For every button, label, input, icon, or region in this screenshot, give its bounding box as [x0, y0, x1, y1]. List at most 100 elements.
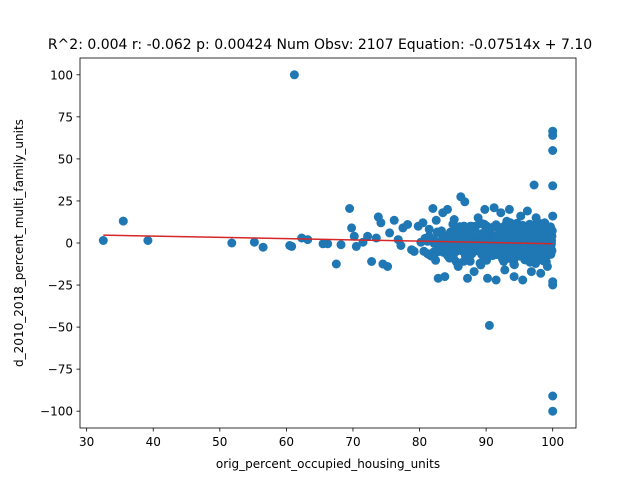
data-point	[476, 260, 486, 270]
data-point	[548, 130, 558, 140]
data-point	[509, 272, 519, 282]
data-point	[548, 211, 558, 221]
data-point	[500, 265, 510, 275]
data-point	[445, 253, 454, 263]
data-point	[473, 213, 483, 223]
data-point	[512, 244, 522, 254]
data-point	[480, 204, 490, 214]
x-tick-label: 30	[79, 435, 94, 449]
data-point	[486, 250, 496, 260]
data-point	[548, 181, 558, 191]
data-point	[363, 231, 373, 241]
data-point	[424, 224, 434, 234]
data-point	[492, 243, 502, 253]
data-point	[258, 242, 268, 252]
y-axis-label: d_2010_2018_percent_multi_family_units	[12, 119, 26, 367]
data-point	[457, 239, 467, 249]
data-point	[409, 246, 419, 256]
y-tick-label: −25	[48, 279, 73, 293]
x-axis-label: orig_percent_occupied_housing_units	[216, 457, 440, 471]
y-tick-label: 25	[58, 194, 73, 208]
data-point	[464, 232, 474, 242]
y-tick-label: −50	[48, 321, 73, 335]
x-tick-label: 50	[212, 435, 227, 449]
data-point	[548, 391, 558, 401]
y-tick-label: 50	[58, 152, 73, 166]
data-point	[351, 241, 361, 251]
data-point	[548, 406, 558, 416]
data-point	[453, 262, 463, 271]
data-point	[504, 204, 514, 214]
data-point	[460, 197, 470, 207]
data-point	[537, 249, 547, 259]
data-point	[491, 234, 500, 243]
data-point	[494, 227, 504, 237]
data-points	[98, 70, 558, 416]
data-point	[502, 225, 512, 234]
data-point	[465, 246, 474, 256]
data-point	[531, 213, 541, 223]
data-point	[529, 180, 539, 190]
data-point	[396, 241, 406, 250]
data-point	[418, 218, 428, 228]
data-point	[455, 222, 465, 232]
data-point	[542, 262, 552, 271]
data-point	[98, 236, 108, 245]
y-tick-label: −100	[40, 405, 73, 419]
data-point	[444, 245, 453, 255]
y-tick-label: 100	[50, 68, 73, 82]
data-point	[524, 252, 534, 261]
data-point	[403, 220, 413, 229]
data-point	[449, 215, 459, 224]
data-point	[323, 239, 333, 249]
data-point	[511, 221, 521, 231]
data-point	[385, 228, 395, 238]
data-point	[425, 250, 434, 260]
data-point	[504, 242, 514, 252]
data-point	[489, 203, 499, 213]
data-point	[536, 268, 546, 278]
data-point	[451, 231, 461, 241]
data-point	[509, 256, 518, 266]
data-point	[336, 240, 346, 250]
data-point	[469, 267, 479, 277]
data-point	[463, 273, 472, 283]
data-point	[389, 215, 399, 225]
y-axis: −100 −75 −50 −25 0 25 50 75 100	[40, 68, 80, 419]
x-tick-label: 90	[478, 435, 493, 449]
data-point	[349, 231, 359, 241]
data-point	[526, 267, 536, 277]
data-point	[548, 146, 558, 155]
data-point	[469, 238, 479, 248]
data-point	[478, 219, 488, 229]
x-axis: 30 40 50 60 70 80 90 100	[79, 428, 564, 449]
data-point	[118, 216, 128, 226]
data-point	[347, 223, 357, 233]
data-point	[491, 275, 501, 285]
data-point	[446, 238, 456, 248]
data-point	[471, 228, 481, 238]
data-point	[437, 226, 446, 236]
data-point	[505, 233, 514, 243]
data-point	[227, 238, 237, 248]
y-tick-label: −75	[48, 363, 73, 377]
data-point	[428, 204, 438, 213]
data-point	[516, 211, 526, 221]
data-point	[526, 226, 536, 236]
data-point	[484, 320, 494, 330]
x-tick-label: 80	[412, 435, 427, 449]
data-point	[518, 275, 528, 285]
regression-line	[103, 234, 553, 245]
data-point	[367, 257, 377, 266]
x-tick-label: 60	[279, 435, 294, 449]
data-point	[483, 273, 492, 283]
data-point	[502, 216, 512, 226]
data-point	[249, 237, 259, 247]
data-point	[331, 259, 341, 269]
data-point	[289, 70, 299, 80]
data-point	[467, 221, 476, 231]
x-tick-label: 70	[345, 435, 360, 449]
data-point	[522, 206, 532, 216]
chart-title: R^2: 0.004 r: -0.062 p: 0.00424 Num Obsv…	[48, 37, 592, 53]
